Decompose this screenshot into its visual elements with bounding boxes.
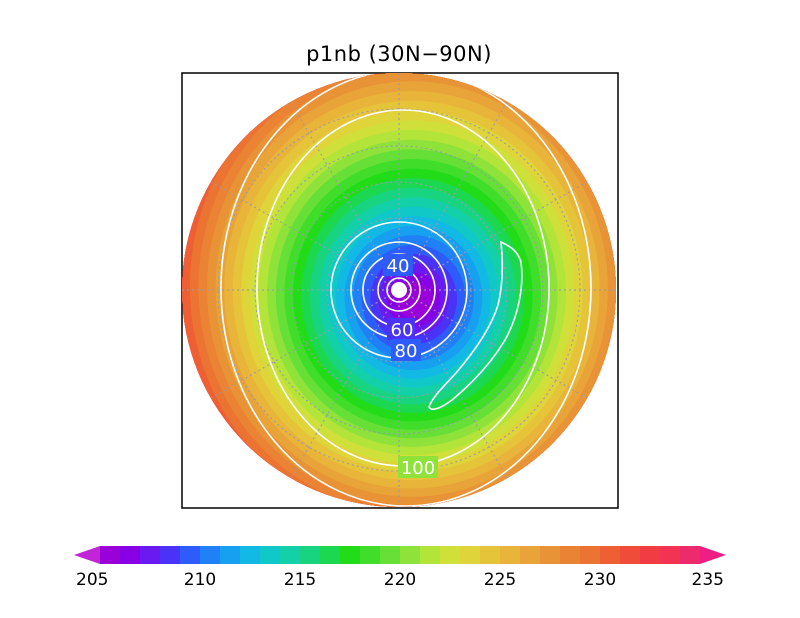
contour-20: [386, 277, 412, 303]
map-title: p1nb (30N−90N): [306, 42, 492, 66]
colorbar-box: [440, 546, 461, 564]
colorbar-box: [600, 546, 621, 564]
colorbar-tick-label: 230: [584, 570, 616, 590]
colorbar-box: [160, 546, 181, 564]
colorbar-box: [580, 546, 601, 564]
colorbar-box: [200, 546, 221, 564]
contour-outer: [220, 73, 592, 507]
colorbar-box: [420, 546, 441, 564]
colorbar-box: [400, 546, 421, 564]
map-frame: [181, 72, 619, 509]
colorbar-box: [460, 546, 481, 564]
colorbar-box: [260, 546, 281, 564]
colorbar-box: [300, 546, 321, 564]
colorbar-box: [180, 546, 201, 564]
colorbar-box: [140, 546, 161, 564]
colorbar-tick-label: 225: [484, 570, 516, 590]
colorbar-tick-label: 235: [692, 570, 724, 590]
colorbar-box: [380, 546, 401, 564]
colorbar: 205 210 215 220 225 230 235: [74, 546, 726, 590]
colorbar-box: [660, 546, 681, 564]
colorbar-box: [540, 546, 561, 564]
colorbar-box: [220, 546, 241, 564]
contour-label-100: 100: [401, 458, 435, 479]
contour-label-60: 60: [391, 320, 414, 341]
colorbar-box: [500, 546, 521, 564]
colorbar-box: [280, 546, 301, 564]
contour-label-group: 40 60 80 100: [383, 254, 438, 479]
colorbar-box: [340, 546, 361, 564]
colorbar-box: [680, 546, 701, 564]
colorbar-box: [100, 546, 121, 564]
colorbar-box: [320, 546, 341, 564]
colorbar-box: [240, 546, 261, 564]
colorbar-tick-label: 220: [384, 570, 416, 590]
colorbar-box: [120, 546, 141, 564]
contour-label-40: 40: [387, 256, 410, 277]
contour-closed-loop: [428, 240, 523, 410]
colorbar-box: [620, 546, 641, 564]
colorbar-tick-label: 210: [184, 570, 216, 590]
colorbar-box: [480, 546, 501, 564]
temperature-field: [182, 73, 616, 507]
colorbar-over-arrow: [700, 546, 726, 564]
colorbar-box: [640, 546, 661, 564]
pole-marker: [391, 282, 407, 298]
colorbar-under-arrow: [74, 546, 100, 564]
colorbar-box: [360, 546, 381, 564]
colorbar-box: [520, 546, 541, 564]
colorbar-tick-label: 215: [284, 570, 316, 590]
colorbar-box: [560, 546, 581, 564]
colorbar-tick-label: 205: [76, 570, 108, 590]
contour-label-80: 80: [395, 341, 418, 362]
